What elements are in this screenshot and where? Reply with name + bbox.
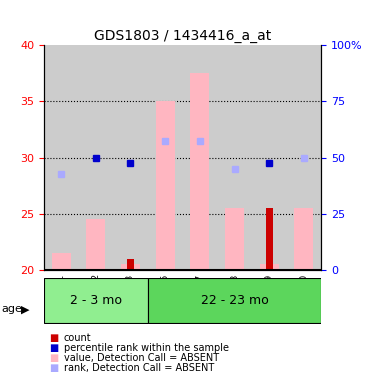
Text: GSM98882: GSM98882 [91, 273, 100, 322]
Text: ■: ■ [49, 333, 58, 343]
Text: age: age [2, 304, 23, 314]
Bar [294, 208, 314, 270]
Text: count: count [64, 333, 92, 343]
Bar [260, 264, 279, 270]
Text: GSM98876: GSM98876 [161, 273, 170, 322]
Bar [113, 45, 148, 270]
Text: ▶: ▶ [21, 304, 30, 314]
Bar [266, 208, 273, 270]
Text: 22 - 23 mo: 22 - 23 mo [201, 294, 268, 307]
Text: rank, Detection Call = ABSENT: rank, Detection Call = ABSENT [64, 363, 214, 372]
Bar [217, 45, 252, 270]
Bar [127, 259, 134, 270]
Text: ■: ■ [49, 353, 58, 363]
Text: 2 - 3 mo: 2 - 3 mo [70, 294, 122, 307]
Bar [182, 45, 217, 270]
Bar [155, 101, 175, 270]
Bar [44, 278, 148, 323]
Bar [225, 208, 244, 270]
Title: GDS1803 / 1434416_a_at: GDS1803 / 1434416_a_at [94, 28, 271, 43]
Bar [44, 45, 78, 270]
Bar [78, 45, 113, 270]
Text: GSM98877: GSM98877 [195, 273, 204, 322]
Bar [148, 45, 182, 270]
Text: GSM98883: GSM98883 [126, 273, 135, 322]
Bar [252, 45, 287, 270]
Bar [148, 278, 321, 323]
Text: percentile rank within the sample: percentile rank within the sample [64, 343, 229, 353]
Text: value, Detection Call = ABSENT: value, Detection Call = ABSENT [64, 353, 219, 363]
Text: ■: ■ [49, 363, 58, 372]
Bar [121, 264, 140, 270]
Bar [287, 45, 321, 270]
Text: GSM98879: GSM98879 [265, 273, 274, 322]
Text: GSM98878: GSM98878 [230, 273, 239, 322]
Bar [86, 219, 105, 270]
Text: ■: ■ [49, 343, 58, 353]
Bar [190, 73, 210, 270]
Bar [51, 253, 71, 270]
Text: GSM98881: GSM98881 [57, 273, 66, 322]
Text: GSM98880: GSM98880 [299, 273, 308, 322]
